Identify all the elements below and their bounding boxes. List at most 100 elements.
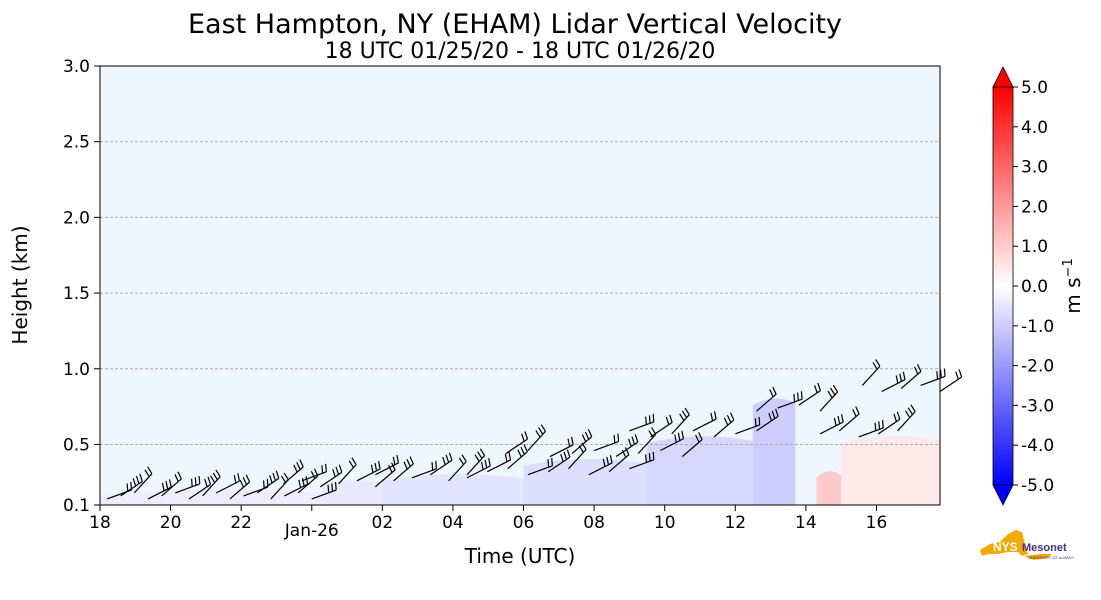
wind-barb-flag [893,413,898,422]
wind-barb-shaft [571,436,593,454]
colorbar-tick-label: 0.0 [1021,277,1048,297]
wind-barb-shaft [671,414,690,435]
y-tick-label: 2.0 [63,208,90,228]
wind-barb-flag [523,444,528,452]
wind-barb-shaft [120,480,143,497]
wind-barb-flag [406,458,411,467]
wind-barb-flag [832,384,839,393]
wind-barb [120,473,143,497]
colorbar-bar [992,86,1014,486]
wind-barb-shaft [527,430,546,451]
wind-barb-shaft [858,427,884,438]
wind-barb-flag [681,430,685,439]
wind-barb-flag [331,483,334,492]
wind-barb-flag [943,368,946,377]
wind-barb [175,475,201,494]
wind-barb-flag [504,453,508,462]
velocity-patch [841,436,940,505]
x-tick-label: 02 [372,513,394,533]
wind-barb-flag [679,413,685,421]
x-tick-label: 06 [513,513,535,533]
wind-barb-flag [305,476,309,485]
wind-barb-flag [940,369,942,378]
x-tick-label: 04 [442,513,464,533]
wind-barb [735,416,761,435]
wind-barb [375,454,400,476]
wind-barb-shaft [608,454,630,473]
wind-barb-flag [517,449,522,458]
wind-barb-flag [769,389,774,398]
wind-barb-flag [299,459,304,468]
wind-barb-flag [403,461,408,470]
colorbar-max-arrow [992,66,1014,88]
x-tick-label: 14 [795,513,817,533]
wind-barb-flag [409,456,414,465]
wind-barb-flag [674,434,677,443]
wind-barb-flag [800,391,803,400]
wind-barb-shaft [229,481,250,500]
wind-barb-flag [338,464,343,473]
wind-barb-flag [827,390,833,399]
wind-barb [466,458,491,479]
wind-barb-shaft [681,439,703,458]
wind-barb-shaft [713,419,735,438]
wind-barb-flag [237,473,241,482]
wind-barb [547,449,571,473]
wind-barb-flag [758,416,761,425]
wind-barb [681,432,703,458]
wind-barb-shaft [375,462,399,476]
wind-barb [283,459,304,485]
wind-barb-flag [882,419,884,429]
nys-mesonet-logo: NYS Mesonet UNIVERSITY AT ALBANY [978,520,1080,568]
wind-barb-shaft [270,479,289,500]
y-tick-label: 1.5 [63,284,90,304]
wind-barb-flag [567,438,571,447]
wind-barb-flag [830,387,836,396]
wind-barb-flag [613,434,616,444]
velocity-patch [322,480,383,505]
wind-barb-flag [852,408,857,417]
wind-barb [839,406,860,432]
wind-barb [756,386,777,412]
wind-barb-flag [477,451,483,459]
wind-barb-flag [540,424,546,432]
wind-barb [147,479,172,500]
wind-barb [527,424,546,451]
wind-barb-flag [126,483,129,492]
wind-barb-shaft [819,391,838,412]
y-tick-label: 1.0 [63,360,90,380]
wind-barb-shaft [839,413,860,432]
wind-barb [593,433,620,452]
wind-barb-shaft [660,438,684,452]
wind-barb-shaft [692,418,717,432]
plot-frame [99,65,941,506]
wind-barb-flag [190,478,193,487]
colorbar-tick-label: 3.0 [1021,158,1048,178]
wind-barb [756,408,779,432]
wind-barb-flag [242,477,248,485]
wind-barb [881,371,906,393]
wind-barb-flag [396,454,400,464]
wind-barb-shaft [411,468,437,479]
wind-barb-shaft [215,480,240,494]
wind-barb-shaft [798,390,821,406]
wind-barb-flag [521,433,525,442]
wind-barb-flag [768,413,772,421]
wind-barb-flag [239,479,245,488]
wind-barb-flag [442,456,446,465]
wind-barb-shaft [301,471,327,482]
wind-barb-flag [713,411,717,420]
wind-barb-flag [916,363,922,372]
wind-barb-flag [377,461,381,470]
wind-barb-shaft [777,398,803,409]
wind-barb-shaft [283,466,304,485]
x-tick-label: 10 [654,513,676,533]
wind-barb-flag [327,484,330,493]
wind-barb-flag [269,475,273,484]
wind-barb-flag [161,482,165,491]
x-tick-label: Jan-26 [284,521,339,541]
wind-barb-flag [814,385,818,394]
wind-barb-flag [560,453,564,462]
wind-barb-flag [474,454,480,462]
wind-barb-flag [391,462,396,471]
